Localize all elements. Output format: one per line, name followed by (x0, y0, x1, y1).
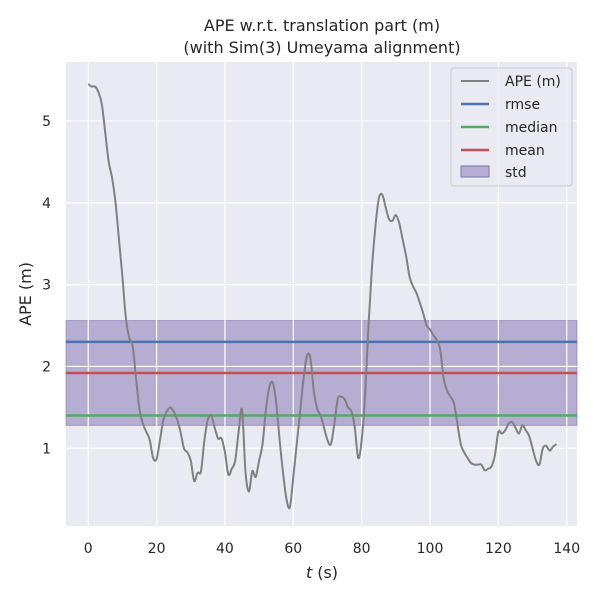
y-tick-label: 4 (42, 196, 51, 212)
legend-label-mean: mean (505, 143, 545, 159)
x-tick-label: 0 (84, 541, 93, 557)
legend: APE (m) rmse median mean std (450, 67, 573, 187)
ape-line (87, 83, 558, 510)
legend-box (450, 67, 573, 187)
x-axis-label-var: t (306, 563, 313, 582)
x-tick-label: 60 (284, 541, 302, 557)
x-tick-label: 80 (353, 541, 371, 557)
legend-label-median: median (505, 120, 557, 136)
x-tick-label: 120 (485, 541, 512, 557)
y-tick-label: 5 (42, 114, 51, 130)
y-tick-label: 1 (42, 441, 51, 457)
y-tick-label: 3 (42, 278, 51, 294)
y-axis-label: APE (m) (16, 262, 35, 326)
x-tick-label: 140 (553, 541, 580, 557)
legend-label-std: std (505, 165, 527, 181)
x-axis-label: t (s) (306, 563, 338, 582)
chart-title-line-2: (with Sim(3) Umeyama alignment) (183, 38, 460, 57)
x-tick-label: 20 (148, 541, 166, 557)
chart-title-line-1: APE w.r.t. translation part (m) (204, 16, 440, 35)
legend-label-ape: APE (m) (505, 74, 561, 90)
y-tick-label: 2 (42, 359, 51, 375)
legend-swatch-std (460, 165, 490, 178)
x-tick-label: 40 (216, 541, 234, 557)
x-tick-label: 100 (417, 541, 444, 557)
legend-label-rmse: rmse (505, 97, 540, 113)
x-axis-label-unit: (s) (317, 563, 338, 582)
